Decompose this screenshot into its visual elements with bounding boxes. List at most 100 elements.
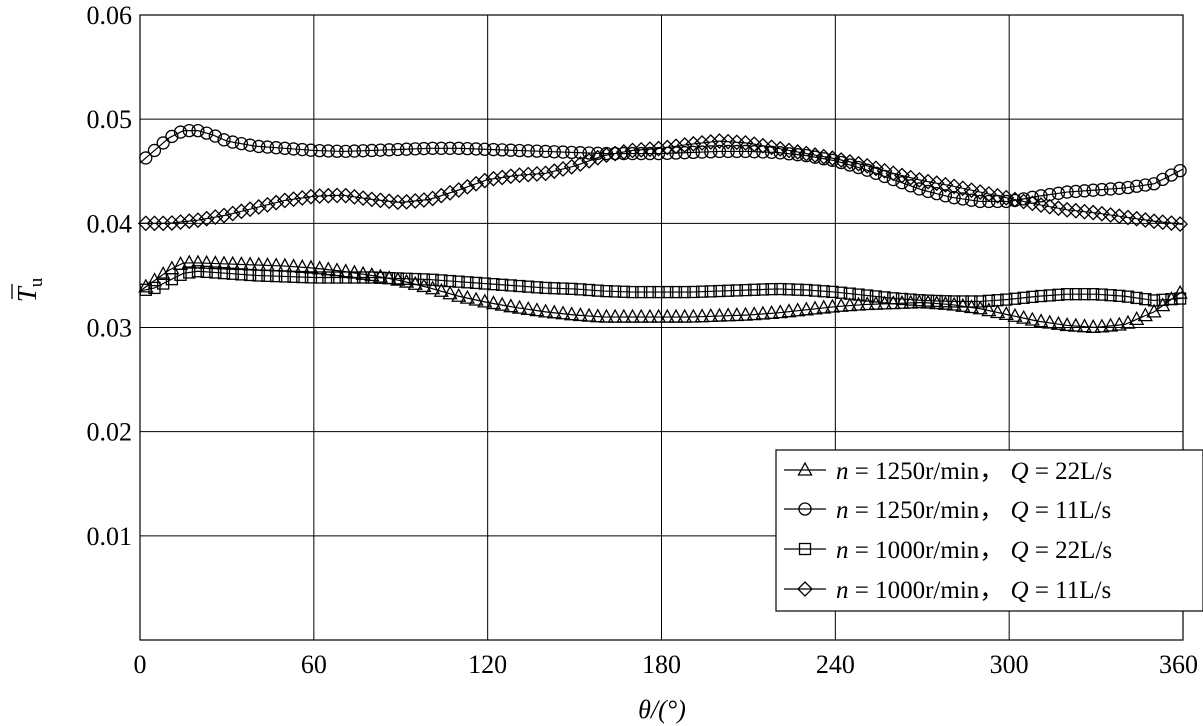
data-point — [198, 210, 215, 227]
data-point — [442, 184, 458, 201]
data-point — [685, 135, 702, 152]
data-point — [737, 306, 754, 321]
data-point — [921, 294, 935, 307]
data-point — [859, 157, 876, 174]
data-point — [947, 191, 961, 205]
series-line — [139, 270, 1184, 303]
data-point — [963, 182, 980, 199]
data-point — [981, 302, 997, 317]
data-point — [1121, 180, 1135, 195]
data-point — [512, 143, 527, 158]
data-point — [789, 144, 806, 160]
legend-marker-diamond — [797, 581, 813, 597]
data-point — [163, 215, 180, 231]
data-point — [469, 276, 483, 290]
data-point — [425, 141, 440, 155]
data-point — [834, 286, 848, 299]
data-point — [912, 182, 927, 196]
data-point — [434, 141, 448, 155]
x-tick-label: 180 — [642, 650, 681, 679]
legend-item: n = 1000r/min， Q = 22L/s — [784, 537, 1112, 564]
x-tick-label: 360 — [1159, 650, 1198, 679]
data-point — [1165, 293, 1178, 306]
data-point — [817, 285, 830, 298]
data-point — [859, 296, 875, 311]
data-point — [511, 167, 528, 184]
legend-item: n = 1250r/min， Q = 11L/s — [784, 497, 1111, 524]
data-point — [426, 273, 439, 286]
data-point — [451, 287, 467, 302]
x-tick-label: 120 — [468, 650, 507, 679]
data-point — [555, 161, 571, 177]
data-point — [1129, 179, 1144, 193]
data-point — [1043, 289, 1056, 302]
data-point — [226, 267, 239, 280]
data-point — [191, 123, 205, 138]
data-point — [607, 145, 624, 162]
data-point — [311, 188, 328, 204]
data-point — [643, 285, 657, 299]
data-point — [694, 308, 710, 323]
data-point — [156, 136, 170, 150]
data-point — [555, 305, 571, 320]
data-point — [1015, 193, 1032, 210]
data-point — [496, 278, 509, 291]
data-point — [668, 138, 684, 155]
data-point — [998, 189, 1015, 206]
data-point — [1042, 314, 1058, 329]
data-point — [200, 265, 213, 279]
data-point — [1076, 318, 1093, 333]
data-point — [589, 149, 606, 166]
data-point — [468, 291, 484, 306]
data-point — [608, 285, 622, 298]
data-point — [1069, 288, 1082, 301]
data-point — [774, 282, 787, 296]
data-point — [902, 169, 919, 186]
legend-box — [775, 449, 1203, 612]
data-point — [539, 281, 552, 295]
y-axis-label: Tu — [11, 277, 47, 302]
data-point — [921, 184, 935, 199]
data-point — [626, 285, 639, 299]
y-tick-label: 0.02 — [87, 418, 133, 447]
data-point — [1104, 289, 1117, 302]
data-point — [511, 299, 528, 314]
data-point — [843, 287, 856, 300]
legend-label: n = 1000r/min， Q = 11L/s — [836, 577, 1111, 604]
data-point — [590, 308, 606, 323]
data-point — [546, 304, 562, 319]
data-point — [339, 271, 352, 284]
data-point — [1172, 216, 1189, 232]
data-point — [816, 299, 832, 314]
data-point — [989, 187, 1006, 204]
data-point — [885, 165, 902, 182]
data-point — [1007, 307, 1023, 322]
data-point — [687, 285, 700, 299]
data-point — [763, 139, 780, 156]
y-axis-label-sub: u — [26, 277, 47, 287]
data-point — [172, 214, 189, 231]
data-point — [1033, 197, 1049, 214]
data-point — [417, 273, 431, 286]
data-point — [461, 276, 474, 289]
data-point — [303, 259, 319, 274]
data-point — [841, 153, 858, 170]
data-point — [652, 285, 665, 299]
data-point — [999, 194, 1013, 209]
data-point — [991, 294, 1004, 307]
data-point — [894, 167, 910, 184]
data-point — [1068, 317, 1084, 332]
data-point — [495, 143, 509, 157]
data-point — [304, 143, 318, 157]
data-point — [876, 162, 893, 179]
y-tick-label: 0.03 — [87, 314, 133, 343]
data-point — [790, 302, 806, 317]
data-point — [383, 271, 396, 285]
data-point — [668, 308, 684, 323]
data-point — [173, 125, 188, 139]
data-point — [450, 182, 467, 198]
data-point — [285, 191, 302, 208]
y-axis-ticks: 0.01 0.02 0.03 0.04 0.05 0.06 — [87, 1, 133, 551]
data-point — [852, 288, 865, 301]
data-point — [252, 139, 266, 154]
